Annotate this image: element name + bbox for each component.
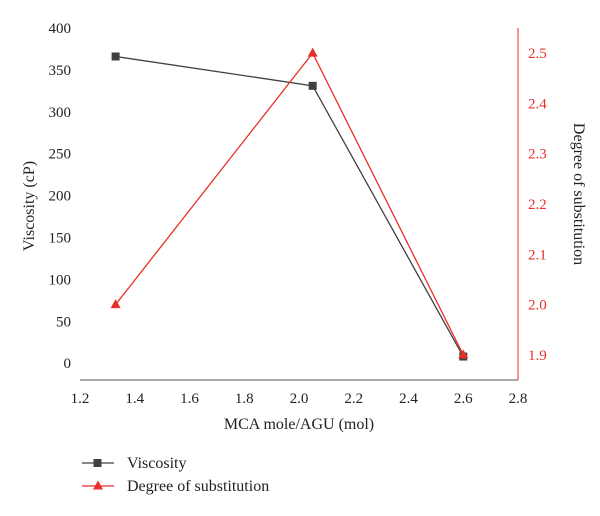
y-tick-label: 50 xyxy=(56,314,71,330)
legend: Viscosity Degree of substitution xyxy=(82,455,269,495)
viscosity-point xyxy=(111,52,120,61)
x-axis-label: MCA mole/AGU (mol) xyxy=(224,416,374,433)
y-tick-label: 200 xyxy=(49,189,72,205)
y2-axis-label: Degree of substitution xyxy=(570,123,587,265)
legend-ds-label: Degree of substitution xyxy=(127,478,269,495)
x-tick-label: 2.6 xyxy=(454,391,473,407)
y-tick-label: 250 xyxy=(49,147,72,163)
x-tick-label: 2.0 xyxy=(290,391,309,407)
y2-tick-labels: 1.9 2.0 2.1 2.2 2.3 2.4 2.5 xyxy=(528,46,547,364)
degree-of-substitution-point xyxy=(458,349,469,359)
legend-ds-marker xyxy=(93,480,103,490)
viscosity-point xyxy=(308,81,317,90)
legend-item-viscosity: Viscosity xyxy=(82,455,186,472)
y2-tick-label: 2.2 xyxy=(528,197,547,213)
y2-tick-label: 1.9 xyxy=(528,348,547,364)
y-tick-label: 350 xyxy=(49,63,72,79)
viscosity-line xyxy=(115,55,464,357)
y2-tick-label: 2.1 xyxy=(528,247,547,263)
x-tick-label: 2.2 xyxy=(344,391,363,407)
x-tick-label: 2.4 xyxy=(399,391,418,407)
y2-tick-label: 2.0 xyxy=(528,298,547,314)
x-tick-label: 1.2 xyxy=(71,391,90,407)
y-tick-label: 150 xyxy=(49,231,72,247)
y2-tick-label: 2.3 xyxy=(528,147,547,163)
axes xyxy=(80,28,519,381)
legend-viscosity-marker xyxy=(93,459,102,467)
y-tick-label: 300 xyxy=(49,105,72,121)
y-tick-label: 400 xyxy=(49,21,72,37)
degree-of-substitution-point xyxy=(307,47,318,57)
x-tick-labels: 1.2 1.4 1.6 1.8 2.0 2.2 2.4 2.6 2.8 xyxy=(71,391,528,407)
x-tick-label: 1.8 xyxy=(235,391,254,407)
y2-tick-label: 2.5 xyxy=(528,46,547,62)
x-tick-label: 1.6 xyxy=(180,391,199,407)
legend-viscosity-label: Viscosity xyxy=(127,455,186,472)
y-tick-label: 100 xyxy=(49,272,72,288)
series-layer xyxy=(110,47,469,361)
y-tick-label: 0 xyxy=(64,356,72,372)
degree-of-substitution-point xyxy=(110,299,121,309)
x-tick-label: 2.8 xyxy=(509,391,528,407)
y-tick-labels: 0 50 100 150 200 250 300 350 400 xyxy=(49,21,72,372)
degree-of-substitution-line xyxy=(115,51,464,356)
y-axis-label: Viscosity (cP) xyxy=(21,161,38,251)
y2-tick-label: 2.4 xyxy=(528,96,547,112)
x-tick-label: 1.4 xyxy=(125,391,144,407)
legend-item-degree-of-substitution: Degree of substitution xyxy=(82,478,269,495)
